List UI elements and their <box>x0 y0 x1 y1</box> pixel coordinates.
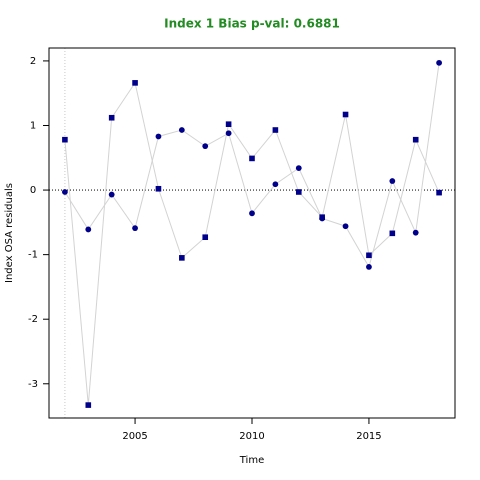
y-tick-label: -3 <box>28 379 38 390</box>
point <box>202 143 209 150</box>
y-axis-label: Index OSA residuals <box>4 183 15 283</box>
point <box>249 155 255 162</box>
point <box>295 165 302 172</box>
series-line <box>64 62 440 269</box>
point <box>249 210 255 217</box>
point <box>389 230 396 237</box>
point <box>412 136 419 143</box>
point <box>178 127 185 133</box>
plot-frame <box>48 47 456 419</box>
y-tick-label: 0 <box>30 185 36 196</box>
point <box>179 255 185 261</box>
y-tick-label: 1 <box>30 120 36 131</box>
x-tick-label: 2015 <box>356 431 381 442</box>
point <box>295 189 302 195</box>
point <box>225 121 232 127</box>
point <box>366 252 372 259</box>
chart-title: Index 1 Bias p-val: 0.6881 <box>164 17 340 31</box>
point <box>342 111 349 118</box>
point <box>225 130 232 137</box>
point <box>319 215 326 222</box>
point <box>132 225 138 232</box>
point <box>85 226 92 233</box>
point <box>342 223 349 230</box>
point <box>272 181 279 188</box>
point <box>272 127 279 133</box>
point <box>108 191 115 198</box>
point <box>436 189 442 196</box>
point <box>132 80 138 86</box>
x-tick-label: 2005 <box>122 431 147 442</box>
point <box>389 178 396 184</box>
x-tick-label: 2010 <box>239 431 264 442</box>
point <box>108 114 115 121</box>
point <box>202 234 209 240</box>
point <box>436 59 442 66</box>
point <box>85 402 92 408</box>
y-tick-label: -2 <box>28 314 38 325</box>
point <box>155 185 162 192</box>
x-axis-label: Time <box>239 455 264 466</box>
point <box>366 264 372 270</box>
y-tick-label: 2 <box>30 56 36 67</box>
y-tick-label: -1 <box>28 250 38 261</box>
point <box>155 133 162 140</box>
point <box>62 189 68 195</box>
point <box>412 229 419 236</box>
point <box>62 136 68 143</box>
series-line <box>64 81 440 406</box>
